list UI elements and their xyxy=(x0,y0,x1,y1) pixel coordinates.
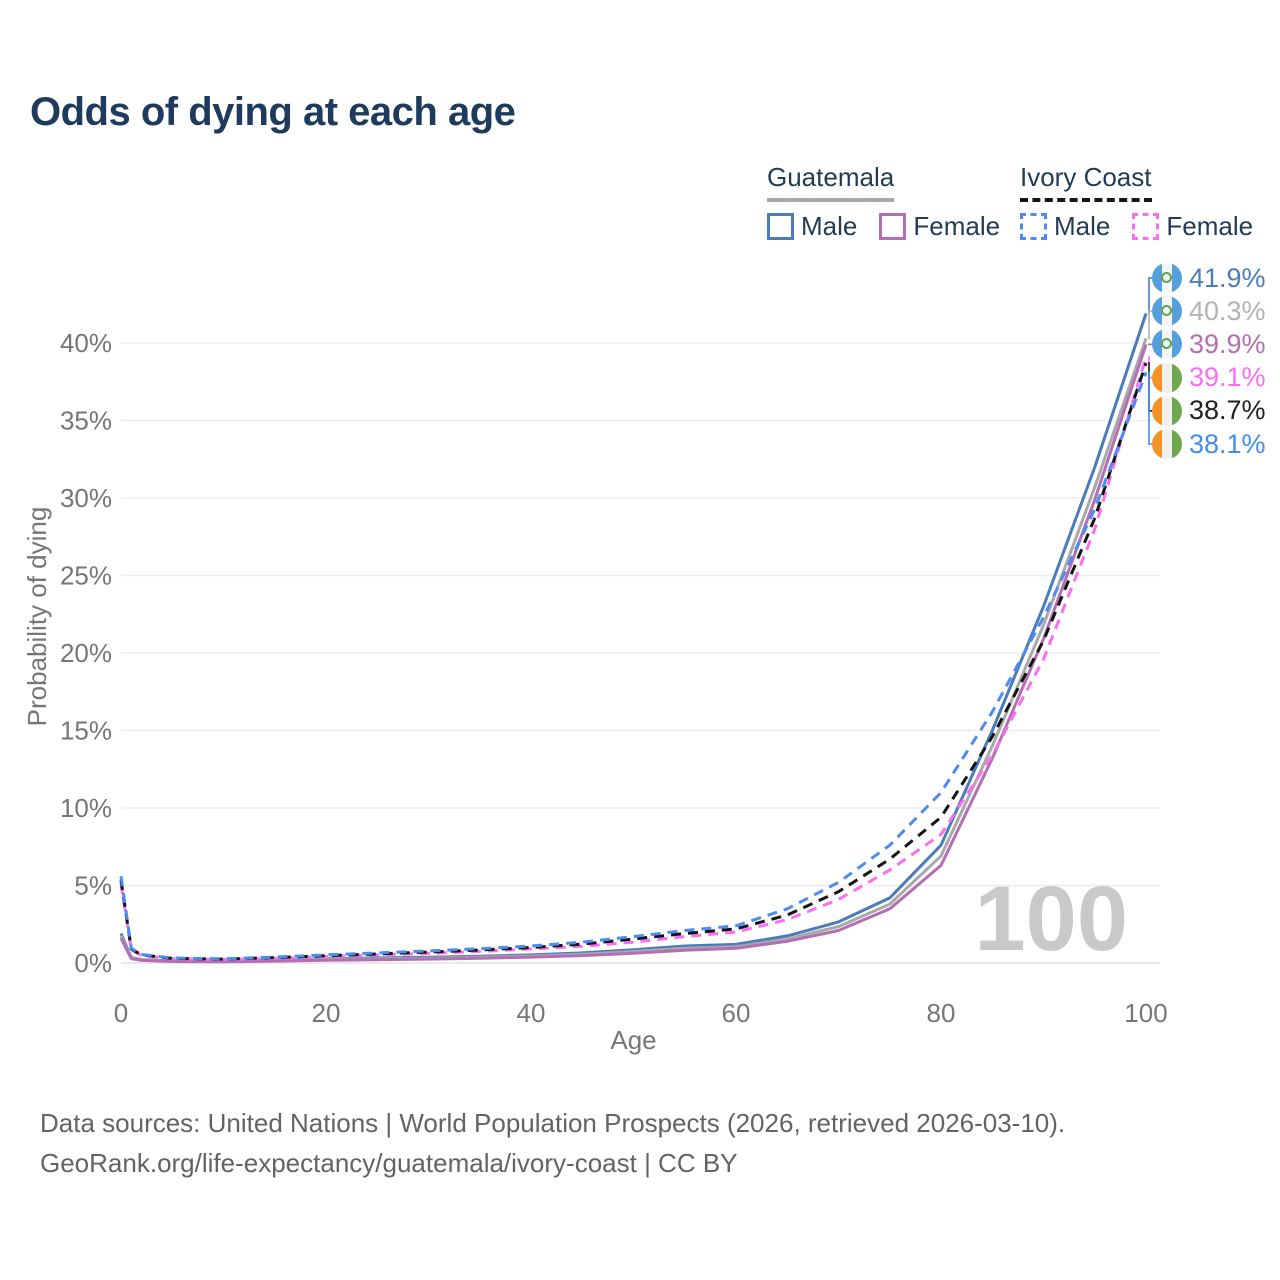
leader-line xyxy=(1148,310,1152,340)
guatemala-flag-icon xyxy=(1152,296,1182,327)
ivory-coast-flag-icon xyxy=(1152,362,1182,393)
x-tick-label: 40 xyxy=(517,998,546,1028)
end-value: 38.7% xyxy=(1189,395,1266,426)
end-value: 38.1% xyxy=(1189,428,1266,459)
y-tick-label: 0% xyxy=(74,948,112,978)
x-tick-label: 60 xyxy=(722,998,751,1028)
legend-item-ivory-coast-male[interactable]: Male xyxy=(1020,211,1110,242)
end-value: 39.9% xyxy=(1189,328,1266,359)
end-value: 39.1% xyxy=(1189,362,1266,393)
end-label-guatemala-male: 41.9% xyxy=(1152,263,1266,293)
line-ivory-coast-male[interactable] xyxy=(119,371,1148,961)
x-tick-label: 0 xyxy=(114,998,128,1028)
age-watermark: 100 xyxy=(975,868,1129,970)
guatemala-male-swatch-icon xyxy=(767,213,794,240)
data-sources-text: Data sources: United Nations | World Pop… xyxy=(40,1108,1066,1138)
guatemala-flag-icon xyxy=(1152,263,1182,293)
end-label-ivory-coast-male: 38.1% xyxy=(1152,429,1266,459)
line-guatemala-female[interactable] xyxy=(119,344,1148,964)
y-tick-label: 15% xyxy=(60,716,112,746)
legend-item-guatemala-male[interactable]: Male xyxy=(767,211,857,242)
y-tick-label: 40% xyxy=(60,328,112,358)
leader-line xyxy=(1148,371,1152,445)
y-tick-label: 10% xyxy=(60,793,112,823)
page-title: Odds of dying at each age xyxy=(30,90,516,134)
legend-country-ivory-coast[interactable]: Ivory Coast xyxy=(1020,162,1152,202)
legend-label-ivory-coast-female: Female xyxy=(1166,211,1254,241)
end-label-guatemala-female: 39.9% xyxy=(1152,328,1266,360)
x-axis-title: Age xyxy=(610,1025,656,1055)
x-tick-label: 80 xyxy=(927,998,956,1028)
end-label-ivory-coast-female: 39.1% xyxy=(1152,362,1266,393)
x-tick-label: 20 xyxy=(312,998,341,1028)
legend-group-guatemala: Guatemala Male Female xyxy=(767,162,1000,242)
line-guatemala-male[interactable] xyxy=(119,313,1148,963)
legend-item-ivory-coast-female[interactable]: Female xyxy=(1132,211,1253,242)
legend-label-guatemala-female: Female xyxy=(913,211,1001,241)
y-tick-label: 25% xyxy=(60,561,112,591)
end-label-ivory-coast-both: 38.7% xyxy=(1152,395,1266,426)
y-tick-label: 5% xyxy=(74,871,112,901)
end-value: 40.3% xyxy=(1189,295,1266,326)
legend-item-guatemala-female[interactable]: Female xyxy=(879,211,1000,242)
ivory-coast-flag-icon xyxy=(1152,429,1182,459)
guatemala-flag-icon xyxy=(1152,329,1182,360)
end-label-guatemala-both: 40.3% xyxy=(1152,295,1266,327)
line-ivory-coast-female[interactable] xyxy=(119,356,1148,962)
legend-country-guatemala[interactable]: Guatemala xyxy=(767,162,895,202)
ivory-coast-male-swatch-icon xyxy=(1020,213,1047,240)
y-tick-label: 35% xyxy=(60,406,112,436)
legend-label-guatemala-male: Male xyxy=(801,211,858,241)
x-tick-label: 100 xyxy=(1124,998,1167,1028)
guatemala-female-swatch-icon xyxy=(879,213,907,240)
legend-label-ivory-coast-male: Male xyxy=(1054,211,1111,241)
attribution-text: GeoRank.org/life-expectancy/guatemala/iv… xyxy=(40,1148,738,1178)
y-axis-title: Probability of dying xyxy=(22,507,52,727)
y-tick-label: 20% xyxy=(60,638,112,668)
legend-group-ivory-coast: Ivory Coast Male Female xyxy=(1020,162,1253,242)
ivory-coast-flag-icon xyxy=(1152,395,1182,426)
y-tick-label: 30% xyxy=(60,483,112,513)
ivory-coast-female-swatch-icon xyxy=(1132,213,1160,240)
end-value: 41.9% xyxy=(1189,262,1266,293)
